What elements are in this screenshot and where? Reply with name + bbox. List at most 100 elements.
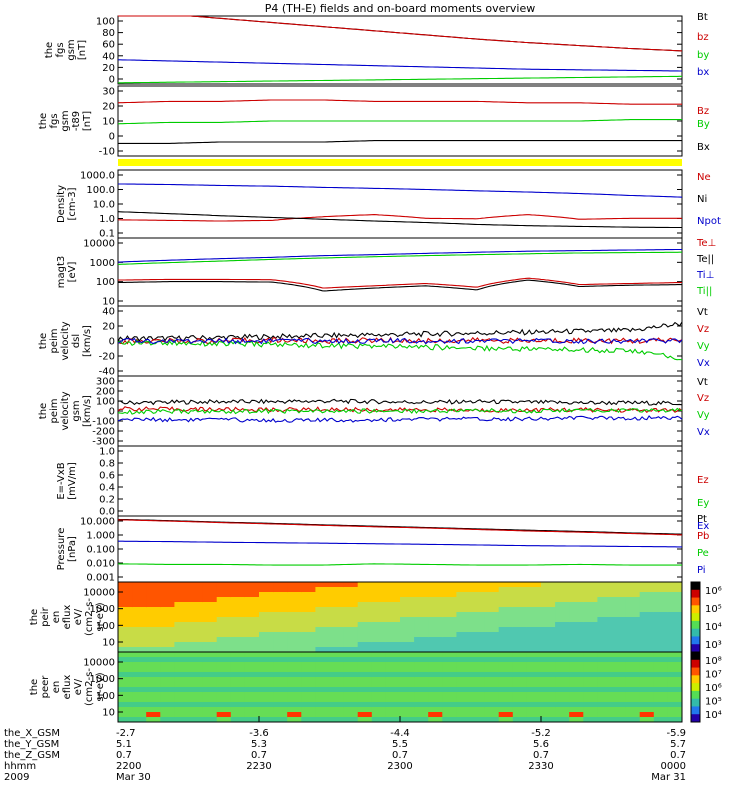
- spectrogram-cell: [428, 602, 443, 608]
- spectrogram-cell: [202, 627, 218, 633]
- spectrogram-cell: [526, 697, 542, 703]
- series-line: [117, 321, 683, 342]
- spectrogram-cell: [428, 592, 443, 598]
- spectrogram-cell: [174, 717, 189, 723]
- spectrogram-cell: [484, 657, 500, 663]
- spectrogram-cell: [400, 622, 415, 628]
- spectrogram-cell: [118, 582, 133, 588]
- spectrogram-cell: [343, 597, 359, 603]
- spectrogram-cell: [301, 582, 316, 588]
- spectrogram-cell: [385, 697, 401, 703]
- y-tick-label: 10: [102, 297, 115, 308]
- spectrogram-cell: [484, 627, 500, 633]
- spectrogram-cell: [512, 667, 528, 673]
- spectrogram-cell: [414, 612, 429, 618]
- spectrogram-cell: [343, 687, 359, 693]
- spectrogram-cell: [202, 667, 218, 673]
- spectrogram-cell: [442, 627, 457, 633]
- spectrogram-cell: [202, 717, 218, 723]
- spectrogram-cell: [611, 667, 627, 673]
- spectrogram-cell: [357, 662, 373, 668]
- spectrogram-cell: [512, 717, 528, 723]
- spectrogram-cell: [385, 677, 401, 683]
- spectrogram-cell: [160, 707, 175, 713]
- spectrogram-cell: [216, 582, 232, 588]
- spectrogram-cell: [667, 617, 683, 623]
- spectrogram-cell: [526, 612, 542, 618]
- spectrogram-cell: [653, 657, 669, 663]
- spectrogram-cell: [202, 632, 218, 638]
- spectrogram-cell: [555, 692, 570, 698]
- y-axis-label: the: [38, 333, 49, 349]
- y-axis-label: gsm: [60, 110, 71, 131]
- spectrogram-cell: [512, 622, 528, 628]
- spectrogram-cell: [555, 662, 570, 668]
- y-tick-label: -10: [99, 147, 115, 158]
- spectrogram-cell: [301, 672, 316, 678]
- spectrogram-cell: [414, 642, 429, 648]
- spectrogram-cell: [301, 687, 316, 693]
- spectrogram-cell: [287, 642, 302, 648]
- y-axis-label: Density: [56, 185, 67, 223]
- spectrogram-cell: [329, 672, 345, 678]
- spectrogram-cell: [273, 582, 288, 588]
- spectrogram-cell: [202, 607, 218, 613]
- spectrogram-cell: [653, 647, 669, 653]
- spectrogram-cell: [118, 627, 133, 633]
- spectrogram-cell: [569, 667, 584, 673]
- spectrogram-cell: [428, 717, 443, 723]
- spectrogram-cell: [526, 657, 542, 663]
- spectrogram-cell: [526, 647, 542, 653]
- spectrogram-cell: [230, 667, 246, 673]
- spectrogram-cell: [569, 662, 584, 668]
- spectrogram-cell: [583, 587, 598, 593]
- spectrogram-cell: [597, 582, 612, 588]
- spectrogram-cell: [653, 622, 669, 628]
- spectrogram-cell: [625, 657, 641, 663]
- spectrogram-cell: [174, 657, 189, 663]
- spectrogram-cell: [287, 592, 302, 598]
- spectrogram-cell: [259, 607, 274, 613]
- spectrogram-cell: [414, 657, 429, 663]
- y-axis-label: [nT]: [82, 111, 93, 131]
- spectrogram-cell: [301, 707, 316, 713]
- spectrogram-cell: [357, 602, 373, 608]
- spectrogram-cell: [216, 657, 232, 663]
- spectrogram-cell: [244, 612, 260, 618]
- spectrogram-cell: [400, 717, 415, 723]
- spectrogram-cell: [611, 627, 627, 633]
- spectrogram-cell: [385, 662, 401, 668]
- spectrogram-cell: [414, 672, 429, 678]
- spectrogram-cell: [428, 637, 443, 643]
- spectrogram-cell: [470, 617, 486, 623]
- spectrogram-cell: [329, 717, 345, 723]
- spectrogram-cell: [357, 607, 373, 613]
- spectrogram-cell: [301, 622, 316, 628]
- spectrogram-cell: [118, 652, 133, 658]
- spectrogram-cell: [625, 682, 641, 688]
- spectrogram-cell: [259, 642, 274, 648]
- spectrogram-cell: [442, 582, 457, 588]
- spectrogram-cell: [230, 597, 246, 603]
- spectrogram-cell: [371, 607, 387, 613]
- spectrogram-cell: [301, 647, 316, 653]
- spectrogram-cell: [343, 622, 359, 628]
- spectrogram-cell: [343, 677, 359, 683]
- spectrogram-cell: [174, 647, 189, 653]
- y-tick-label: -40: [99, 367, 115, 378]
- y-axis-label: (cm2-s-: [84, 598, 95, 636]
- spectrogram-cell: [639, 622, 655, 628]
- spectrogram-cell: [385, 592, 401, 598]
- y-axis-label: peer: [40, 675, 51, 699]
- spectrogram-cell: [146, 592, 161, 598]
- spectrogram-cell: [259, 602, 274, 608]
- spectrogram-cell: [639, 667, 655, 673]
- spectrogram-cell: [512, 642, 528, 648]
- spectrogram-cell: [498, 582, 514, 588]
- spectrogram-cell: [470, 627, 486, 633]
- spectrogram-cell: [343, 702, 359, 708]
- spectrogram-cell: [385, 707, 401, 713]
- spectrogram-cell: [216, 682, 232, 688]
- spectrogram-cell: [315, 612, 330, 618]
- spectrogram-cell: [244, 582, 260, 588]
